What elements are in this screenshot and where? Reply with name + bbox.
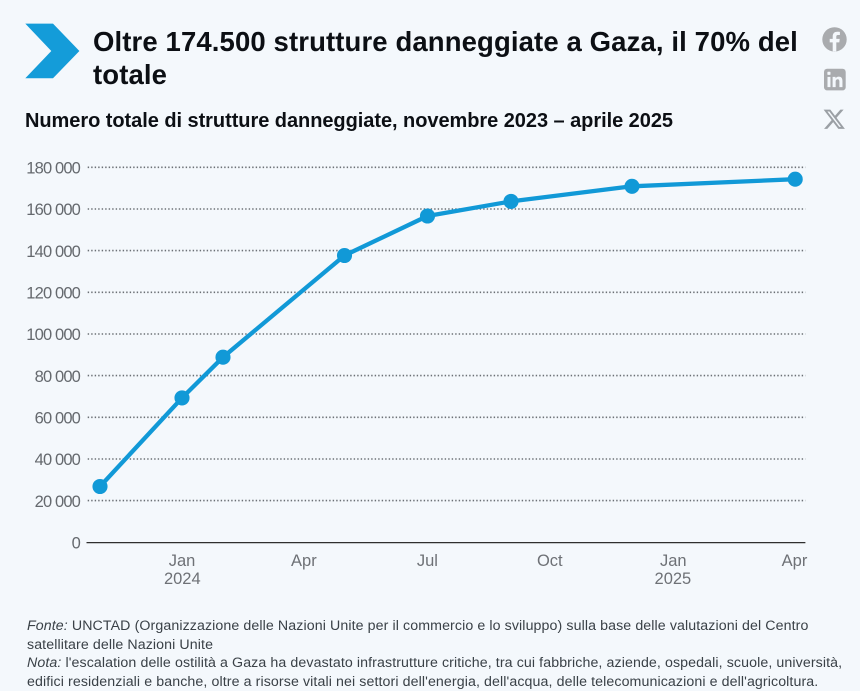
svg-text:20 000: 20 000 — [35, 493, 81, 511]
svg-text:Jan: Jan — [660, 552, 687, 570]
svg-text:Apr: Apr — [782, 552, 808, 570]
svg-text:Apr: Apr — [291, 552, 317, 570]
svg-text:Jan: Jan — [169, 552, 196, 570]
svg-text:180 000: 180 000 — [26, 160, 80, 178]
svg-text:140 000: 140 000 — [26, 243, 80, 261]
svg-text:Oct: Oct — [537, 552, 563, 570]
svg-text:80 000: 80 000 — [35, 368, 81, 386]
svg-text:120 000: 120 000 — [26, 285, 80, 303]
svg-text:100 000: 100 000 — [26, 326, 80, 344]
svg-text:Jul: Jul — [417, 552, 438, 570]
svg-text:40 000: 40 000 — [35, 451, 81, 469]
svg-text:0: 0 — [72, 535, 81, 553]
svg-text:2025: 2025 — [655, 570, 692, 588]
svg-text:2024: 2024 — [164, 570, 201, 588]
svg-text:60 000: 60 000 — [35, 410, 81, 428]
svg-text:160 000: 160 000 — [26, 201, 80, 219]
